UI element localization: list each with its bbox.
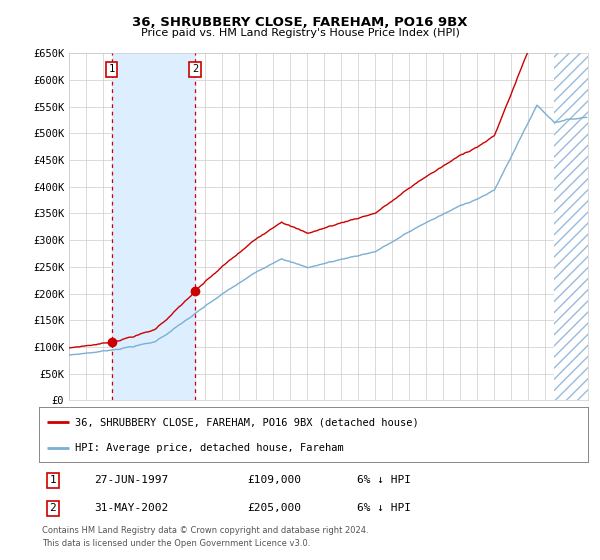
Text: £109,000: £109,000 xyxy=(248,475,302,486)
Text: 2: 2 xyxy=(192,64,199,74)
Text: £205,000: £205,000 xyxy=(248,503,302,514)
Text: Price paid vs. HM Land Registry's House Price Index (HPI): Price paid vs. HM Land Registry's House … xyxy=(140,28,460,38)
Text: 6% ↓ HPI: 6% ↓ HPI xyxy=(358,475,412,486)
Text: 36, SHRUBBERY CLOSE, FAREHAM, PO16 9BX: 36, SHRUBBERY CLOSE, FAREHAM, PO16 9BX xyxy=(132,16,468,29)
Bar xyxy=(554,53,588,400)
Bar xyxy=(112,53,195,400)
Text: 1: 1 xyxy=(109,64,115,74)
Text: Contains HM Land Registry data © Crown copyright and database right 2024.: Contains HM Land Registry data © Crown c… xyxy=(42,526,368,535)
Text: 6% ↓ HPI: 6% ↓ HPI xyxy=(358,503,412,514)
Bar xyxy=(554,53,588,400)
Text: HPI: Average price, detached house, Fareham: HPI: Average price, detached house, Fare… xyxy=(74,444,343,453)
Text: 27-JUN-1997: 27-JUN-1997 xyxy=(94,475,168,486)
Text: 1: 1 xyxy=(49,475,56,486)
Text: This data is licensed under the Open Government Licence v3.0.: This data is licensed under the Open Gov… xyxy=(42,539,310,548)
Text: 2: 2 xyxy=(49,503,56,514)
Text: 31-MAY-2002: 31-MAY-2002 xyxy=(94,503,168,514)
Text: 36, SHRUBBERY CLOSE, FAREHAM, PO16 9BX (detached house): 36, SHRUBBERY CLOSE, FAREHAM, PO16 9BX (… xyxy=(74,418,418,427)
